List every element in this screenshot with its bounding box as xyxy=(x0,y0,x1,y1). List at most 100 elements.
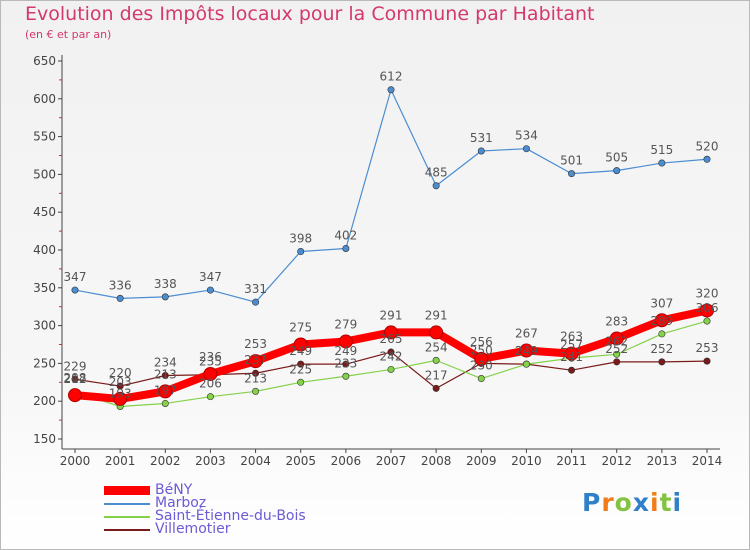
data-point xyxy=(432,356,440,364)
data-label: 249 xyxy=(515,344,538,358)
data-point xyxy=(519,343,534,358)
series-layer xyxy=(68,86,714,410)
legend-label: Saint-Étienne-du-Bois xyxy=(155,508,306,524)
y-tick-label: 150 xyxy=(33,432,56,446)
x-tick-label: 2005 xyxy=(285,454,316,468)
data-label: 520 xyxy=(696,139,719,153)
data-point xyxy=(387,348,395,356)
data-point xyxy=(703,155,711,163)
x-tick-label: 2013 xyxy=(647,454,678,468)
data-label: 256 xyxy=(470,335,493,349)
logo-letter: x xyxy=(632,488,650,517)
data-point xyxy=(658,330,666,338)
data-label: 485 xyxy=(425,166,448,180)
x-tick-label: 2007 xyxy=(376,454,407,468)
legend-label: BéNY xyxy=(155,482,193,498)
data-label: 289 xyxy=(650,314,673,328)
data-label: 291 xyxy=(380,308,403,322)
logo-letter: i xyxy=(650,488,660,517)
data-point xyxy=(432,384,440,392)
data-point xyxy=(658,159,666,167)
legend-swatch xyxy=(104,515,150,518)
data-label: 250 xyxy=(470,343,493,357)
y-tick-label: 550 xyxy=(33,130,56,144)
y-tick-label: 250 xyxy=(33,356,56,370)
data-point xyxy=(613,167,621,175)
data-point xyxy=(161,371,169,379)
x-tick-label: 2008 xyxy=(421,454,452,468)
data-point xyxy=(700,303,714,318)
x-tick-label: 2004 xyxy=(240,454,271,468)
data-point xyxy=(429,325,444,340)
data-label: 262 xyxy=(605,334,628,348)
data-point xyxy=(384,325,398,340)
data-point xyxy=(522,360,530,368)
data-point xyxy=(342,360,350,368)
data-label: 242 xyxy=(380,349,403,363)
data-label: 220 xyxy=(109,366,132,380)
legend-swatch xyxy=(104,486,150,495)
data-label: 213 xyxy=(244,371,267,385)
data-point xyxy=(113,391,128,406)
x-tick-label: 2010 xyxy=(511,454,542,468)
data-point xyxy=(387,365,395,373)
data-label: 212 xyxy=(64,372,87,386)
data-point xyxy=(68,388,82,403)
data-label: 241 xyxy=(560,350,583,364)
data-label: 197 xyxy=(154,383,177,397)
y-tick-label: 300 xyxy=(33,319,56,333)
series-0 xyxy=(68,303,714,406)
y-tick-label: 500 xyxy=(33,167,56,181)
data-label: 254 xyxy=(425,340,448,354)
x-tick-label: 2001 xyxy=(105,454,136,468)
series-line xyxy=(74,89,708,303)
data-label: 501 xyxy=(560,154,583,168)
data-label: 279 xyxy=(334,317,357,331)
data-label: 263 xyxy=(560,330,583,344)
data-label: 249 xyxy=(289,344,312,358)
data-label: 265 xyxy=(380,332,403,346)
data-label: 236 xyxy=(199,350,222,364)
data-label: 234 xyxy=(154,355,177,369)
data-point xyxy=(474,351,489,366)
logo-letter: r xyxy=(601,488,615,517)
data-label: 283 xyxy=(605,314,628,328)
y-tick-label: 400 xyxy=(33,243,56,257)
data-point xyxy=(658,358,666,366)
data-label: 230 xyxy=(470,359,493,373)
data-label: 531 xyxy=(470,131,493,145)
chart-title: Evolution des Impôts locaux pour la Comm… xyxy=(25,3,595,25)
data-label: 217 xyxy=(425,368,448,382)
logo-letter: i xyxy=(672,488,683,517)
data-point xyxy=(252,369,260,377)
data-label: 235 xyxy=(199,355,222,369)
data-label: 249 xyxy=(334,344,357,358)
data-label: 275 xyxy=(289,321,312,335)
data-label: 237 xyxy=(244,353,267,367)
data-point xyxy=(293,337,308,352)
y-tick-label: 450 xyxy=(33,205,56,219)
data-point xyxy=(252,298,260,306)
x-tick-label: 2011 xyxy=(556,454,587,468)
x-tick-label: 2012 xyxy=(601,454,632,468)
y-tick-label: 350 xyxy=(33,281,56,295)
data-label: 336 xyxy=(109,278,132,292)
x-tick-label: 2000 xyxy=(60,454,91,468)
data-point xyxy=(252,387,260,395)
data-label: 203 xyxy=(109,375,132,389)
data-label: 253 xyxy=(244,337,267,351)
data-label: 267 xyxy=(515,327,538,341)
logo-letter: o xyxy=(614,488,633,517)
logo-letter: P xyxy=(582,488,602,517)
y-tick-label: 600 xyxy=(33,92,56,106)
data-point xyxy=(568,170,576,178)
data-point xyxy=(432,182,440,190)
data-point xyxy=(477,375,485,383)
axes: 150 200 250 300 350 400 450 500 550 600 650 2000 200… xyxy=(33,54,722,468)
data-point xyxy=(161,293,169,301)
data-label: 253 xyxy=(696,341,719,355)
data-point xyxy=(342,244,350,252)
legend-label: Marboz xyxy=(155,495,207,511)
x-tick-label: 2002 xyxy=(150,454,181,468)
